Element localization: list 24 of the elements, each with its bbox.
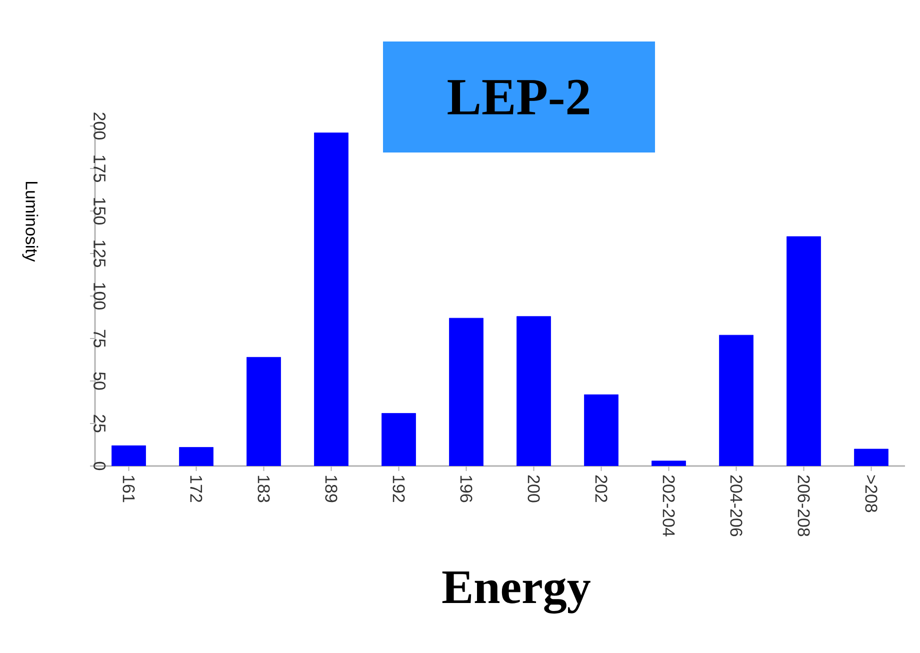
x-axis-title: Energy [442, 572, 590, 614]
y-tick-label: 50 [94, 372, 106, 390]
x-tick-label: 189 [325, 476, 338, 502]
y-tick-label: 175 [94, 156, 106, 182]
y-tick-label: 150 [94, 198, 106, 225]
y-tick-label: 75 [94, 330, 106, 348]
y-tick-label: 200 [94, 112, 106, 140]
x-tick-label: 202 [595, 475, 608, 502]
y-tick-label: 25 [94, 414, 106, 432]
y-tick-label: 100 [94, 283, 106, 310]
x-tick-label: 196 [460, 476, 472, 502]
x-tick-label: 206-208 [798, 475, 810, 536]
x-tick-label: 204-206 [730, 475, 742, 536]
x-tick-label: 172 [190, 476, 202, 502]
x-tick-label: >208 [865, 475, 878, 512]
y-axis-title: Luminosity [22, 182, 38, 262]
y-tick-label: 125 [94, 240, 106, 267]
x-tick-label: 161 [122, 476, 135, 502]
chart-title: LEP-2 [448, 80, 590, 114]
x-tick-label: 202-204 [662, 475, 675, 536]
y-tick-label: 0 [94, 462, 106, 470]
x-tick-label: 192 [392, 476, 405, 502]
x-tick-label: 200 [528, 475, 540, 502]
x-tick-label: 183 [258, 476, 270, 502]
